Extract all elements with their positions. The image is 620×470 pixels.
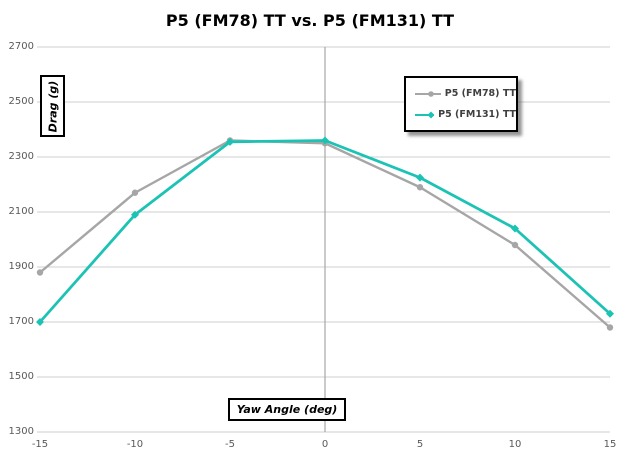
x-axis-title-box: Yaw Angle (deg) <box>228 398 346 421</box>
y-tick-label: 1500 <box>8 371 34 382</box>
x-tick-label: 10 <box>508 439 522 450</box>
y-tick-label: 1700 <box>8 316 34 327</box>
x-tick-label: -5 <box>225 439 235 450</box>
x-tick-label: -10 <box>126 439 144 450</box>
x-tick-label: 15 <box>603 439 617 450</box>
legend-marker-fm78-icon <box>415 90 441 97</box>
legend: P5 (FM78) TT P5 (FM131) TT <box>404 76 518 132</box>
legend-label-fm78: P5 (FM78) TT <box>444 88 516 99</box>
legend-marker-fm131-icon <box>415 111 435 118</box>
legend-item-fm131: P5 (FM131) TT <box>415 109 516 120</box>
y-axis-title: Drag (g) <box>46 80 59 132</box>
y-tick-label: 2100 <box>8 206 34 217</box>
y-axis-title-box: Drag (g) <box>40 75 65 137</box>
x-axis-title: Yaw Angle (deg) <box>236 403 338 416</box>
legend-label-fm131: P5 (FM131) TT <box>438 109 516 120</box>
x-tick-label: 0 <box>321 439 329 450</box>
chart-title: P5 (FM78) TT vs. P5 (FM131) TT <box>165 11 455 30</box>
y-tick-label: 2700 <box>8 41 34 52</box>
x-tick-label: -15 <box>31 439 49 450</box>
legend-item-fm78: P5 (FM78) TT <box>415 88 516 99</box>
x-tick-label: 5 <box>416 439 424 450</box>
y-tick-label: 1900 <box>8 261 34 272</box>
y-tick-label: 2500 <box>8 96 34 107</box>
y-tick-label: 2300 <box>8 151 34 162</box>
y-tick-label: 1300 <box>8 426 34 437</box>
